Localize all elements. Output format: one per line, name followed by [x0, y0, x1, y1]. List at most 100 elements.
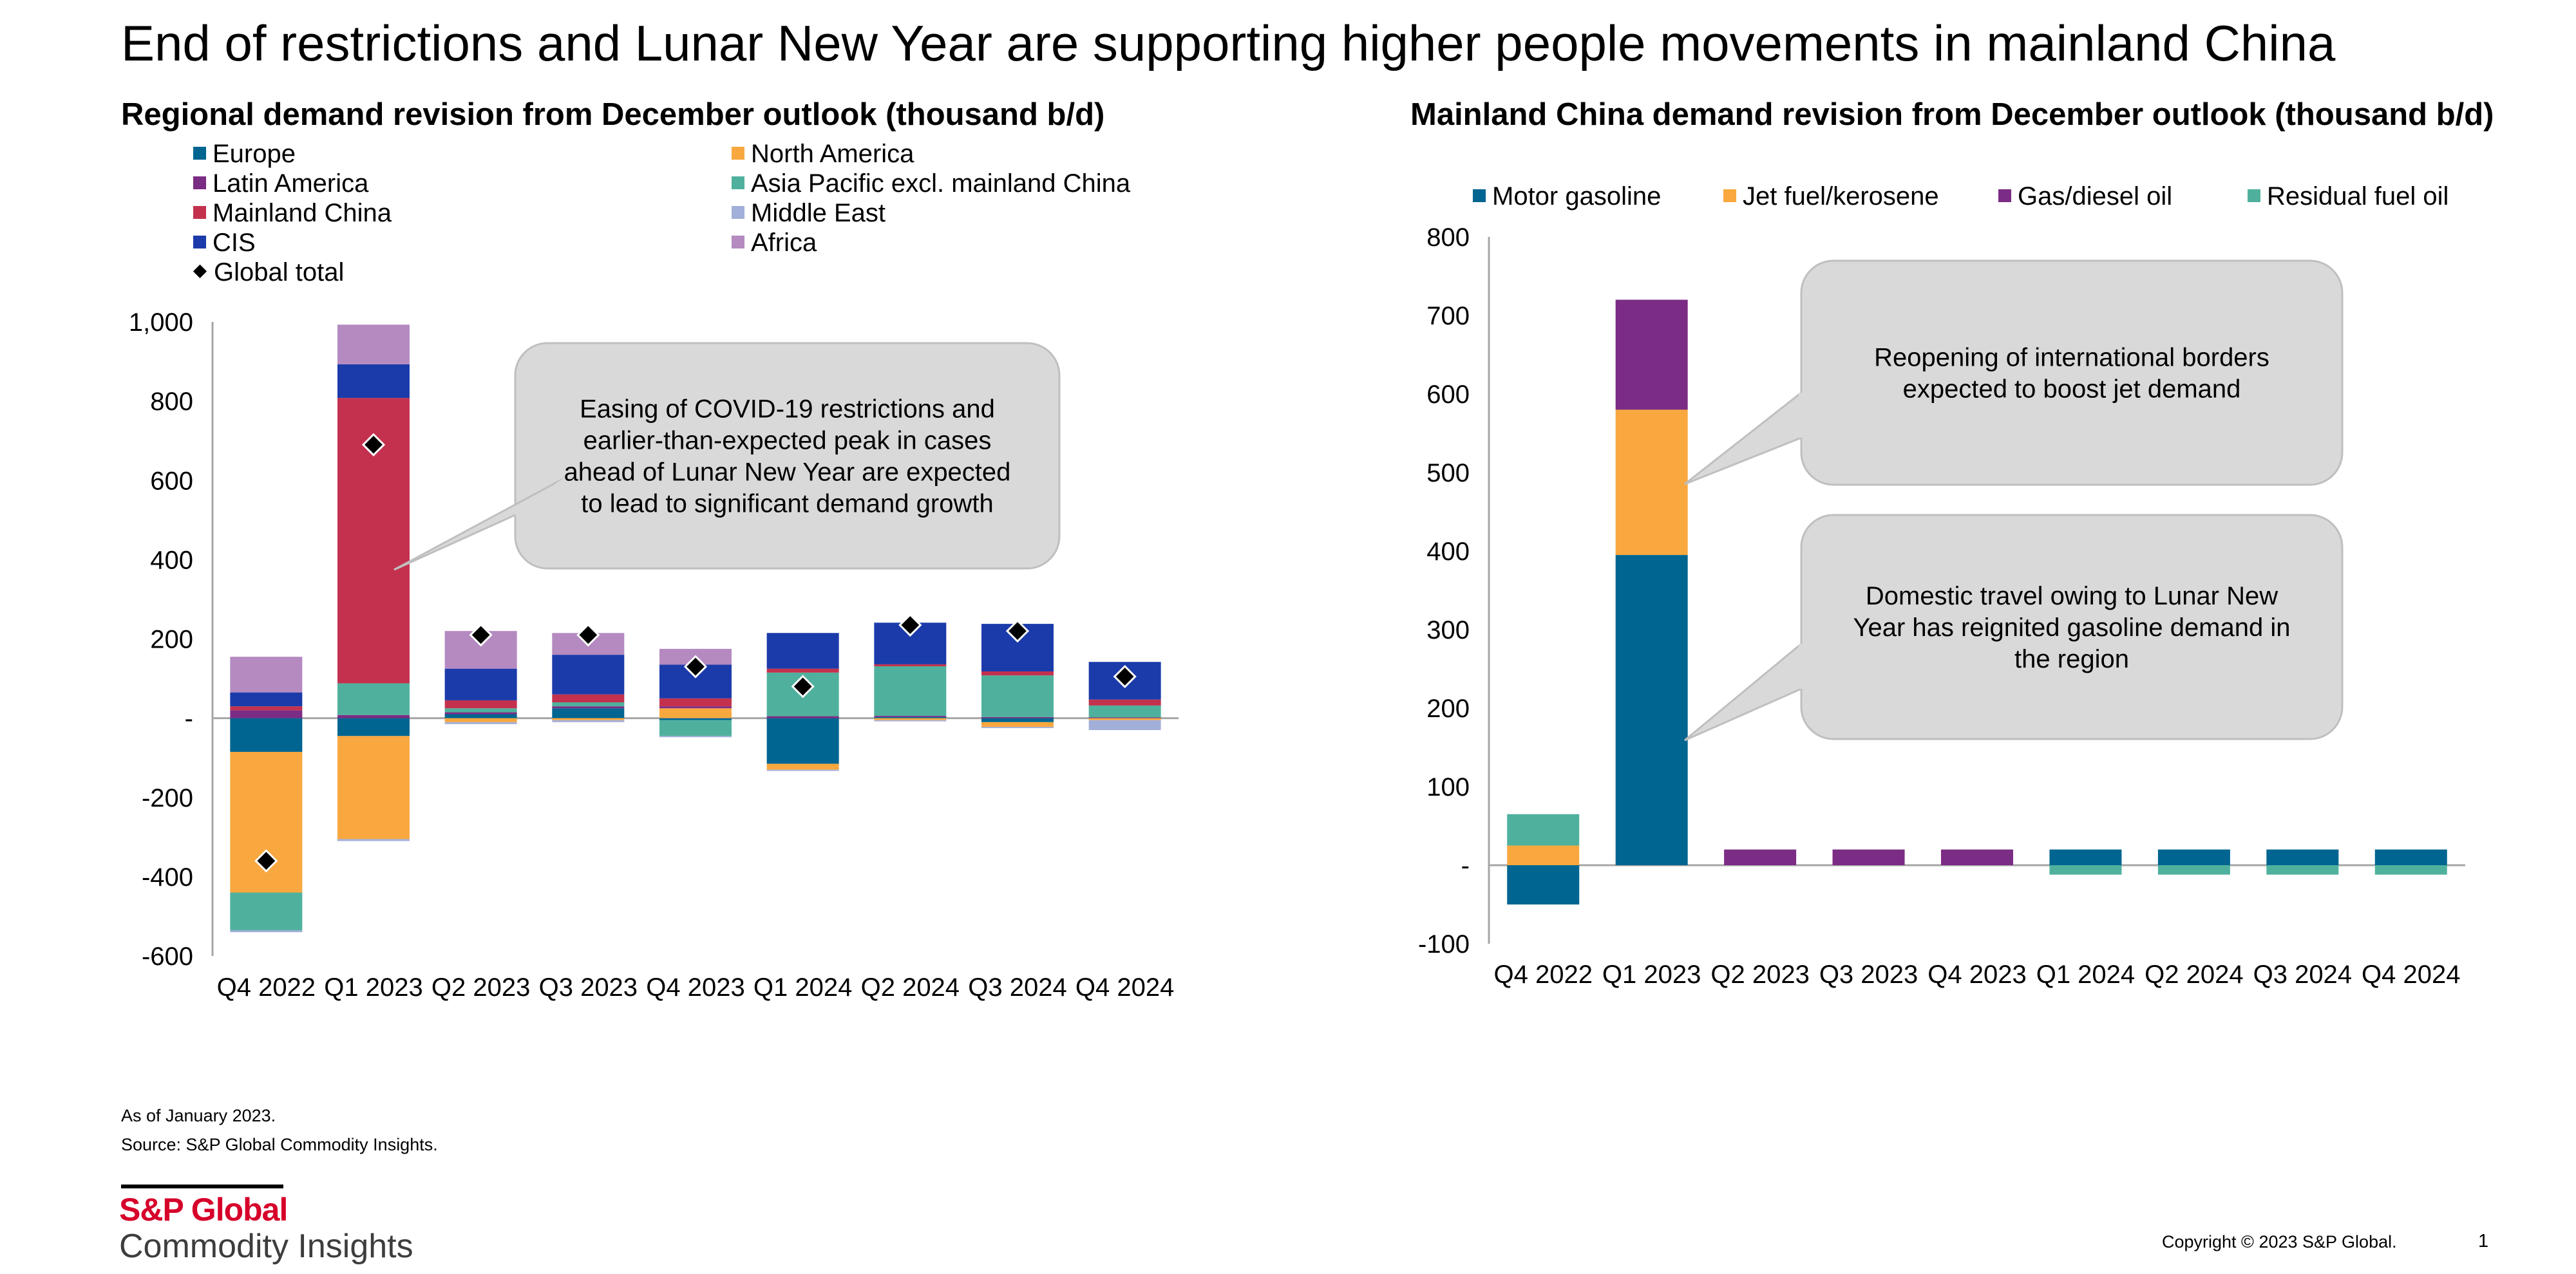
left-bar-europe	[552, 708, 625, 718]
left-bar-europe	[444, 714, 517, 718]
right-bar-gas-diesel-oil	[1832, 849, 1905, 865]
right-y-tick-label: 300	[1426, 616, 1470, 644]
right-callout-jet-text: Reopening of international borders	[1874, 344, 2269, 372]
right-callout-jet-pointer	[1684, 390, 1803, 485]
page-title: End of restrictions and Lunar New Year a…	[121, 15, 2336, 71]
left-bar-latin-america	[230, 710, 303, 718]
left-x-tick-label: Q4 2022	[217, 973, 316, 1002]
left-legend-item-africa: Africa	[732, 228, 817, 258]
left-bar-mainland-china	[981, 671, 1054, 676]
right-bar-gas-diesel-oil	[1941, 849, 2013, 865]
left-bar-europe	[659, 718, 732, 720]
left-legend-item-mainland-china: Mainland China	[193, 198, 392, 228]
right-bar-motor-gasoline	[2157, 849, 2230, 865]
right-bar-gas-diesel-oil	[1724, 849, 1797, 865]
legend-swatch	[193, 147, 206, 160]
left-chart-title: Regional demand revision from December o…	[121, 97, 1105, 132]
left-x-tick-label: Q1 2024	[753, 973, 852, 1002]
right-callout-gasoline-text: Domestic travel owing to Lunar New	[1866, 582, 2278, 610]
right-x-tick-label: Q1 2024	[2036, 960, 2135, 989]
left-callout-text: to lead to significant demand growth	[581, 490, 993, 518]
right-y-tick-label: 200	[1426, 695, 1470, 723]
left-bar-asia-pacific-excl-mainland-china	[981, 675, 1054, 717]
right-callout-gasoline-pointer	[1684, 641, 1803, 742]
left-bar-latin-america	[337, 715, 410, 718]
right-callout-gasoline: Domestic travel owing to Lunar New Year h…	[1684, 514, 2344, 742]
right-bar-residual-fuel-oil	[2374, 865, 2447, 875]
left-x-tick-label: Q2 2024	[861, 973, 960, 1002]
legend-label: Middle East	[751, 199, 886, 227]
legend-label: CIS	[213, 229, 256, 257]
legend-swatch	[732, 236, 744, 249]
legend-swatch	[732, 206, 744, 220]
legend-swatch	[1723, 189, 1736, 203]
right-callout-gasoline-text: Year has reignited gasoline demand in	[1853, 614, 2290, 642]
left-global-total-marker	[254, 849, 278, 873]
left-bar-latin-america	[444, 712, 517, 715]
left-y-tick-label: -400	[142, 863, 193, 892]
left-legend-item-middle-east: Middle East	[732, 198, 886, 228]
left-callout-text: earlier-than-expected peak in cases	[583, 427, 992, 455]
left-bar-north-america	[1088, 718, 1161, 720]
left-global-total-marker	[791, 675, 815, 698]
left-bar-middle-east	[981, 727, 1054, 729]
legend-swatch	[732, 147, 744, 160]
legend-label: Africa	[751, 229, 817, 257]
left-bar-north-america	[981, 722, 1054, 727]
right-y-tick-label: 700	[1426, 302, 1470, 330]
left-bar-europe	[766, 718, 839, 764]
right-callout-gasoline-text: the region	[2014, 645, 2129, 673]
right-x-tick-label: Q4 2022	[1493, 960, 1592, 989]
right-bar-residual-fuel-oil	[2157, 865, 2230, 875]
right-bar-residual-fuel-oil	[2049, 865, 2122, 875]
right-x-tick-label: Q3 2023	[1819, 960, 1918, 989]
legend-swatch	[193, 176, 206, 190]
footnote-source: Source: S&P Global Commodity Insights.	[121, 1135, 438, 1154]
legend-swatch	[1998, 189, 2011, 203]
left-global-total-marker	[683, 655, 708, 679]
right-bar-residual-fuel-oil	[2266, 865, 2339, 875]
right-x-tick-label: Q4 2024	[2362, 960, 2460, 989]
left-bar-europe	[981, 718, 1054, 722]
right-x-tick-label: Q2 2023	[1710, 960, 1809, 989]
right-legend-item-gas-diesel-oil: Gas/diesel oil	[1998, 182, 2172, 211]
legend-swatch	[193, 236, 206, 249]
left-global-total-marker	[898, 613, 922, 637]
legend-swatch	[732, 176, 744, 190]
left-bar-mainland-china	[552, 694, 625, 702]
left-callout: Easing of COVID-19 restrictions and earli…	[393, 342, 1061, 571]
left-global-total-marker	[576, 623, 600, 647]
left-x-tick-label: Q4 2023	[646, 973, 744, 1002]
right-bar-motor-gasoline	[1615, 555, 1688, 865]
left-bar-middle-east	[1088, 720, 1161, 731]
left-bar-asia-pacific-excl-mainland-china	[230, 892, 303, 930]
right-y-tick-label: -100	[1418, 930, 1470, 959]
legend-label: Mainland China	[213, 199, 392, 227]
left-legend-item-latin-america: Latin America	[193, 169, 368, 198]
left-legend-item-global-total: Global total	[193, 258, 344, 287]
left-global-total-marker	[361, 433, 386, 456]
right-bar-motor-gasoline	[2049, 849, 2122, 865]
left-bar-mainland-china	[444, 700, 517, 709]
footnote-date: As of January 2023.	[121, 1106, 276, 1125]
left-bar-middle-east	[766, 769, 839, 771]
right-callout-jet-text: expected to boost jet demand	[1903, 375, 2241, 404]
left-bar-latin-america	[1088, 717, 1161, 718]
left-bar-africa	[230, 657, 303, 693]
right-bar-jet-fuel-kerosene	[1507, 845, 1580, 865]
left-x-tick-label: Q3 2024	[968, 973, 1066, 1002]
left-callout-text: ahead of Lunar New Year are expected	[564, 458, 1011, 487]
left-bar-mainland-china	[230, 706, 303, 711]
left-y-tick-label: 200	[150, 626, 193, 654]
logo-subtitle: Commodity Insights	[119, 1228, 413, 1265]
left-bar-latin-america	[981, 717, 1054, 718]
left-bar-europe	[230, 718, 303, 752]
right-y-tick-label: -	[1461, 852, 1470, 880]
left-bar-north-america	[444, 718, 517, 722]
left-bar-africa	[337, 324, 410, 364]
right-y-tick-label: 800	[1426, 223, 1470, 252]
left-bar-latin-america	[659, 706, 732, 709]
right-bar-motor-gasoline	[2266, 849, 2339, 865]
